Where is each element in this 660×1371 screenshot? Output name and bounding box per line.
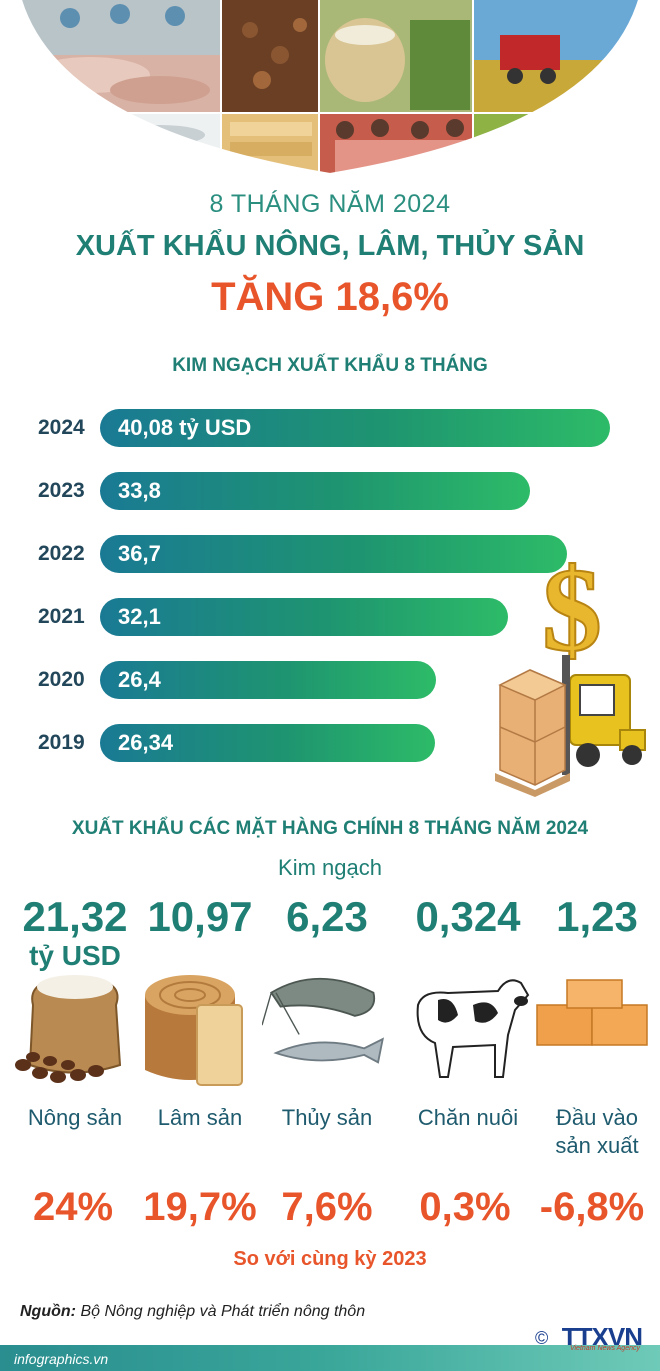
product-name-chan-nuoi: Chăn nuôi: [417, 1105, 519, 1130]
product-growth-dau-vao: -6,8%: [539, 1185, 645, 1229]
product-name-dau-vao-line1: Đầu vào: [556, 1105, 638, 1130]
source-label: Nguồn:: [20, 1303, 76, 1320]
product-name-lam-san: Lâm sản: [157, 1105, 243, 1130]
product-value-lam-san: 10,97: [147, 893, 253, 940]
bar-2022: [100, 535, 567, 573]
product-value-thuy-san: 6,23: [286, 893, 368, 940]
bar-2020: [100, 661, 436, 699]
bar-2024: [100, 409, 610, 447]
bar-value-2024: 40,08 tỷ USD: [118, 415, 252, 440]
growth-title: TĂNG 18,6%: [211, 275, 449, 319]
product-value-dau-vao: 1,23: [556, 893, 638, 940]
product-growth-lam-san: 19,7%: [143, 1185, 257, 1229]
bar-value-2019: 26,34: [118, 730, 174, 755]
shrimp-fish-icon: [262, 977, 384, 1064]
period-title: 8 THÁNG NĂM 2024: [209, 190, 451, 218]
website-link[interactable]: infographics.vn: [14, 1351, 109, 1367]
wood-icon: [145, 975, 243, 1086]
source-text: Bộ Nông nghiệp và Phát triển nông thôn: [80, 1303, 366, 1320]
product-growth-thuy-san: 7,6%: [281, 1185, 373, 1229]
bar-value-2020: 26,4: [118, 667, 161, 692]
year-label-2021: 2021: [38, 605, 85, 628]
headline-title: XUẤT KHẨU NÔNG, LÂM, THỦY SẢN: [75, 230, 585, 262]
boxes-icon: [536, 979, 648, 1046]
value-unit: tỷ USD: [29, 940, 121, 971]
logo-tagline: Vietnam News Agency: [569, 1345, 640, 1352]
bar-2021: [100, 598, 508, 636]
copyright-symbol: ©: [535, 1328, 549, 1348]
product-name-nong-san: Nông sản: [27, 1105, 123, 1130]
year-label-2020: 2020: [38, 668, 85, 691]
bar-value-2022: 36,7: [118, 541, 161, 566]
product-growth-chan-nuoi: 0,3%: [419, 1185, 511, 1229]
bar-2023: [100, 472, 530, 510]
chart-title: KIM NGẠCH XUẤT KHẨU 8 THÁNG: [172, 355, 488, 376]
hero-photo-collage: [0, 0, 660, 180]
year-label-2024: 2024: [38, 416, 85, 439]
product-name-dau-vao: Đầu vào sản xuất: [532, 1104, 660, 1160]
year-label-2019: 2019: [38, 731, 85, 754]
source-line: Nguồn: Bộ Nông nghiệp và Phát triển nông…: [20, 1303, 365, 1321]
product-value-nong-san: 21,32: [22, 893, 128, 940]
footer-bar: [0, 1345, 660, 1371]
collage-image: [18, 0, 642, 178]
product-growth-nong-san: 24%: [32, 1185, 114, 1229]
forklift-dollar-icon: $: [495, 545, 646, 797]
bar-value-2023: 33,8: [118, 478, 161, 503]
product-name-dau-vao-line2: sản xuất: [555, 1133, 639, 1158]
product-name-thuy-san: Thủy sản: [281, 1105, 373, 1130]
rice-coffee-icon: [15, 975, 122, 1083]
bar-value-2021: 32,1: [118, 604, 161, 629]
svg-text:$: $: [542, 545, 602, 676]
cow-icon: [416, 979, 530, 1078]
bar-2019: [100, 724, 435, 762]
products-title: XUẤT KHẨU CÁC MẶT HÀNG CHÍNH 8 THÁNG NĂM…: [71, 818, 589, 839]
product-value-chan-nuoi: 0,324: [415, 893, 521, 940]
comparison-note: So với cùng kỳ 2023: [233, 1248, 427, 1270]
year-label-2023: 2023: [38, 479, 85, 502]
value-caption: Kim ngạch: [278, 855, 382, 880]
year-label-2022: 2022: [38, 542, 85, 565]
export-bar-chart: 2024 40,08 tỷ USD 2023 33,8 2022 36,7 2021 32,1…: [0, 395, 660, 785]
